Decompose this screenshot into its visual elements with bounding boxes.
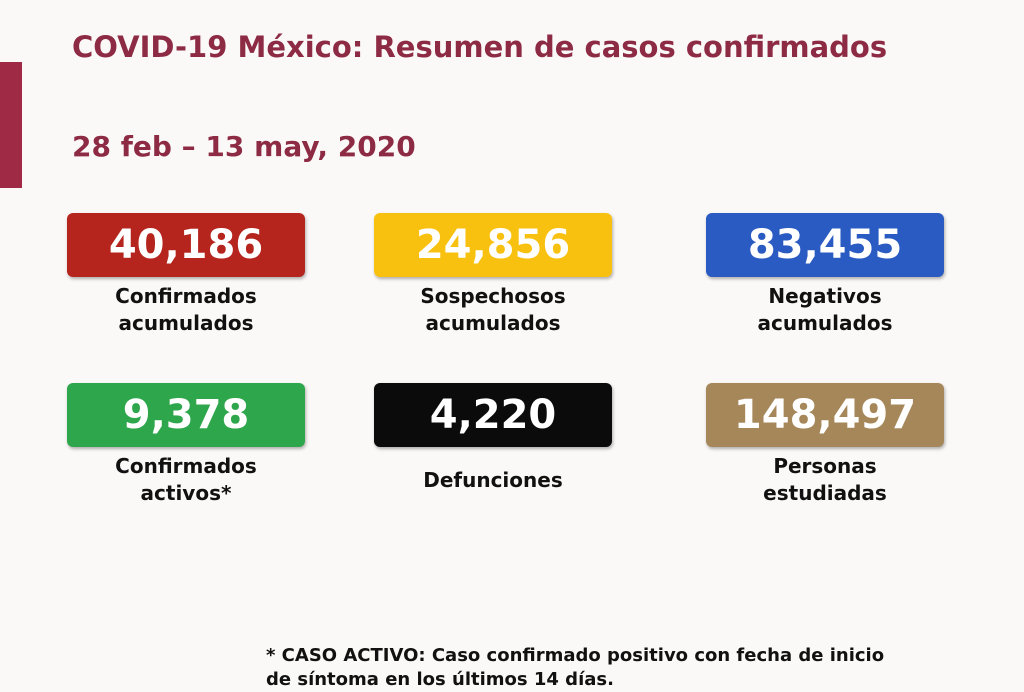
stat-label: Negativos acumulados [695,283,955,337]
label-line: Confirmados [115,284,257,308]
stat-card: 4,220 [374,383,612,447]
label-line: activos* [140,481,232,505]
stat-label: Personas estudiadas [695,453,955,507]
label-line: estudiadas [763,481,887,505]
stat-label: Confirmados acumulados [56,283,316,337]
date: 28 feb – 13 may, 2020 [72,130,416,163]
footnote: * CASO ACTIVO: Caso confirmado positivo … [266,644,884,692]
stat-card: 9,378 [67,383,305,447]
accent-bar [0,62,22,188]
label-line: acumulados [757,311,893,335]
stat-card: 83,455 [706,213,944,277]
footnote-line: de síntoma en los últimos 14 días. [266,669,614,690]
stat-label: Defunciones [363,467,623,494]
label-line: Negativos [768,284,882,308]
label-line: Confirmados [115,454,257,478]
label-line: Personas [773,454,877,478]
stat-card: 40,186 [67,213,305,277]
label-line: Sospechosos [420,284,566,308]
stat-label: Sospechosos acumulados [363,283,623,337]
stat-card: 24,856 [374,213,612,277]
stat-card: 148,497 [706,383,944,447]
label-line: acumulados [425,311,561,335]
label-line: acumulados [118,311,254,335]
title: COVID-19 México: Resumen de casos confir… [72,30,888,64]
label-line: Defunciones [423,468,563,492]
footnote-line: * CASO ACTIVO: Caso confirmado positivo … [266,645,885,666]
stat-label: Confirmados activos* [56,453,316,507]
